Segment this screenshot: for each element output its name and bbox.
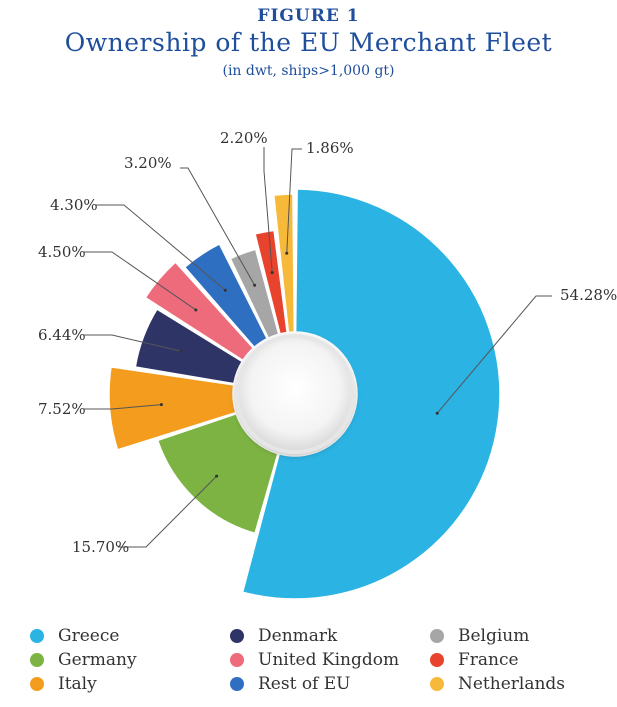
slice-germany bbox=[156, 412, 279, 535]
legend-item-belgium: Belgium bbox=[430, 624, 529, 648]
leader-line-netherlands bbox=[286, 148, 302, 254]
leader-line-denmark bbox=[84, 334, 181, 352]
leader-line-greece bbox=[436, 295, 552, 414]
legend-label: Rest of EU bbox=[258, 674, 351, 694]
legend-swatch bbox=[430, 629, 444, 643]
legend-item-germany: Germany bbox=[30, 648, 137, 672]
legend-item-denmark: Denmark bbox=[230, 624, 337, 648]
legend-swatch bbox=[30, 629, 44, 643]
leader-dot-denmark bbox=[179, 349, 183, 353]
legend-label: United Kingdom bbox=[258, 650, 400, 670]
leader-line-rest-of-eu bbox=[96, 204, 226, 291]
data-label-united-kingdom: 4.50% bbox=[38, 243, 86, 261]
slice-rest-of-eu bbox=[183, 242, 269, 349]
slice-group bbox=[108, 188, 501, 600]
leader-line-belgium bbox=[180, 167, 256, 286]
legend-item-rest-of-eu: Rest of EU bbox=[230, 672, 351, 696]
chart-title: Ownership of the EU Merchant Fleet bbox=[64, 28, 553, 57]
slice-italy bbox=[108, 365, 237, 451]
leader-dot-rest-of-eu bbox=[223, 288, 227, 292]
legend-label: Italy bbox=[58, 674, 97, 694]
slice-united-kingdom bbox=[144, 261, 255, 362]
leader-line-germany bbox=[118, 475, 217, 548]
legend-label: Germany bbox=[58, 650, 137, 670]
slice-belgium bbox=[229, 248, 280, 340]
data-label-group: 54.28% 15.70% 7.52% 6.44% 4.50% 4.30% 3.20% 2.2… bbox=[38, 129, 617, 556]
legend-label: Greece bbox=[58, 626, 120, 646]
legend-swatch bbox=[30, 677, 44, 691]
data-label-rest-of-eu: 4.30% bbox=[50, 196, 98, 214]
legend-item-italy: Italy bbox=[30, 672, 97, 696]
leader-dot-greece bbox=[435, 411, 439, 415]
leader-line-group bbox=[84, 147, 552, 548]
leader-dot-belgium bbox=[253, 283, 257, 287]
leader-dot-germany bbox=[215, 474, 219, 478]
data-label-italy: 7.52% bbox=[38, 400, 86, 418]
legend-swatch bbox=[230, 629, 244, 643]
legend-item-united-kingdom: United Kingdom bbox=[230, 648, 399, 672]
figure-label: FIGURE 1 bbox=[257, 6, 360, 26]
legend-item-netherlands: Netherlands bbox=[430, 672, 565, 696]
legend-item-greece: Greece bbox=[30, 624, 119, 648]
leader-line-united-kingdom bbox=[84, 251, 197, 311]
data-label-denmark: 6.44% bbox=[38, 326, 86, 344]
slice-denmark bbox=[134, 308, 244, 385]
legend-swatch bbox=[30, 653, 44, 667]
legend-swatch bbox=[430, 677, 444, 691]
chart-subtitle: (in dwt, ships>1,000 gt) bbox=[222, 63, 395, 79]
leader-line-italy bbox=[84, 404, 162, 410]
data-label-france: 2.20% bbox=[220, 129, 268, 147]
legend-swatch bbox=[230, 653, 244, 667]
slice-greece bbox=[241, 188, 501, 600]
donut-hole bbox=[235, 334, 355, 454]
legend-swatch bbox=[230, 677, 244, 691]
data-label-belgium: 3.20% bbox=[124, 154, 172, 172]
legend-label: Netherlands bbox=[458, 674, 566, 694]
slice-france bbox=[254, 229, 288, 335]
legend-label: Denmark bbox=[258, 626, 338, 646]
legend-swatch bbox=[430, 653, 444, 667]
slice-netherlands bbox=[272, 193, 296, 334]
data-label-germany: 15.70% bbox=[72, 538, 129, 556]
data-label-netherlands: 1.86% bbox=[306, 139, 354, 157]
data-label-greece: 54.28% bbox=[560, 286, 617, 304]
legend-label: France bbox=[458, 650, 519, 670]
leader-dot-netherlands bbox=[285, 251, 289, 255]
leader-dot-italy bbox=[159, 403, 163, 407]
leader-dot-united-kingdom bbox=[194, 308, 198, 312]
legend-item-france: France bbox=[430, 648, 519, 672]
leader-dot-france bbox=[270, 271, 274, 275]
leader-line-france bbox=[263, 147, 273, 273]
legend-label: Belgium bbox=[458, 626, 530, 646]
